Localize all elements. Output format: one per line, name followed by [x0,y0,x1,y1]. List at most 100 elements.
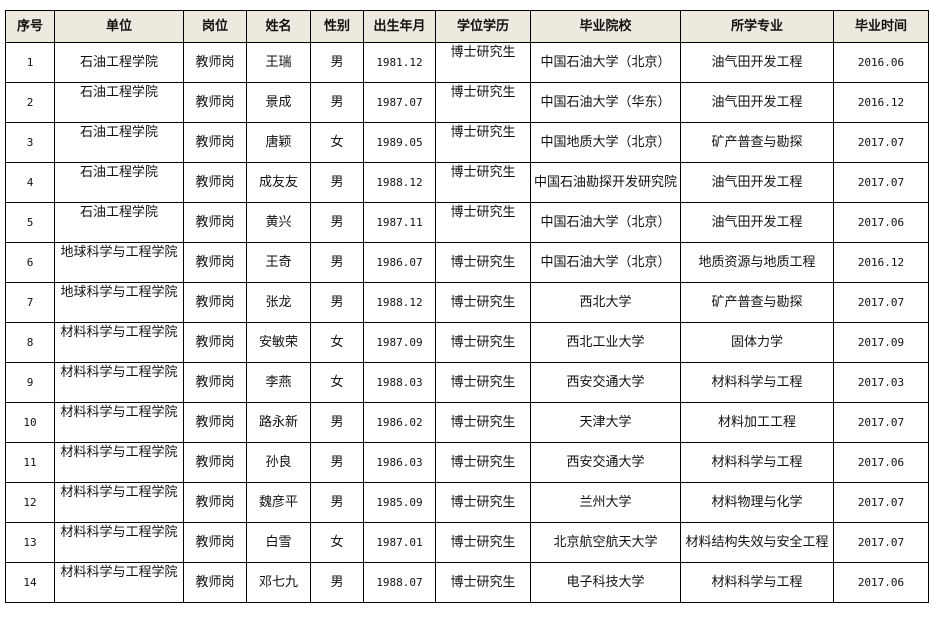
cell-name: 安敏荣 [246,322,311,363]
cell-unit: 地球科学与工程学院 [54,282,184,323]
cell-position: 教师岗 [183,362,247,403]
table-row: 3 石油工程学院 教师岗 唐颖女 1989.05 博士研究生 中国地质大学（北京） 矿产普查与… [5,122,929,163]
table-row: 2 石油工程学院 教师岗 景成男 1987.07 博士研究生 中国石油大学（华东） 油气田开发… [5,82,929,123]
cell-degree: 博士研究生 [435,402,531,443]
table-row: 14 材料科学与工程学院 教师岗 邓七九男 1988.07 博士研究生 电子科技大学 材料科学… [5,562,929,603]
cell-school: 中国地质大学（北京） [530,122,681,163]
cell-gender: 女 [310,122,364,163]
cell-major: 矿产普查与勘探 [680,282,834,323]
header-major: 所学专业 [680,10,834,43]
cell-major: 矿产普查与勘探 [680,122,834,163]
cell-major: 材料科学与工程 [680,362,834,403]
cell-unit: 石油工程学院 [54,202,184,243]
cell-major: 材料科学与工程 [680,442,834,483]
cell-index: 5 [5,202,55,243]
cell-major: 材料结构失效与安全工程 [680,522,834,563]
cell-index: 4 [5,162,55,203]
table-row: 7 地球科学与工程学院 教师岗 张龙男 1988.12 博士研究生 西北大学 矿产普查与勘探 2… [5,282,929,323]
cell-grad-date: 2016.12 [833,242,929,283]
cell-gender: 男 [310,82,364,123]
cell-grad-date: 2016.12 [833,82,929,123]
table-row: 11 材料科学与工程学院 教师岗 孙良男 1986.03 博士研究生 西安交通大学 材料科学与… [5,442,929,483]
cell-grad-date: 2016.06 [833,42,929,83]
cell-degree: 博士研究生 [435,282,531,323]
cell-grad-date: 2017.07 [833,402,929,443]
header-degree: 学位学历 [435,10,531,43]
cell-name: 唐颖 [246,122,311,163]
cell-position: 教师岗 [183,82,247,123]
cell-unit: 材料科学与工程学院 [54,402,184,443]
cell-index: 1 [5,42,55,83]
cell-birth: 1987.11 [363,202,436,243]
cell-position: 教师岗 [183,522,247,563]
cell-school: 西安交通大学 [530,362,681,403]
table-row: 10 材料科学与工程学院 教师岗 路永新男 1986.02 博士研究生 天津大学 材料加工工程… [5,402,929,443]
cell-degree: 博士研究生 [435,442,531,483]
cell-degree: 博士研究生 [435,202,531,243]
cell-gender: 男 [310,402,364,443]
cell-gender: 男 [310,562,364,603]
cell-birth: 1981.12 [363,42,436,83]
cell-name: 张龙 [246,282,311,323]
cell-gender: 男 [310,482,364,523]
cell-major: 地质资源与地质工程 [680,242,834,283]
cell-position: 教师岗 [183,402,247,443]
cell-major: 材料科学与工程 [680,562,834,603]
header-gender: 性别 [310,10,364,43]
cell-position: 教师岗 [183,322,247,363]
cell-birth: 1986.02 [363,402,436,443]
recruitment-table: 序号 单位 岗位 姓名 性别 出生年月 学位学历 毕业院校 所学专业 毕业时间 1 石油工程学院 教师… [5,10,929,603]
cell-position: 教师岗 [183,442,247,483]
cell-school: 西安交通大学 [530,442,681,483]
table-row: 1 石油工程学院 教师岗 王瑞男 1981.12 博士研究生 中国石油大学（北京） 油气田开发… [5,42,929,83]
cell-name: 魏彦平 [246,482,311,523]
header-name: 姓名 [246,10,311,43]
table-row: 13 材料科学与工程学院 教师岗 白雪女 1987.01 博士研究生 北京航空航天大学 材料结… [5,522,929,563]
cell-index: 11 [5,442,55,483]
cell-name: 李燕 [246,362,311,403]
cell-major: 油气田开发工程 [680,162,834,203]
cell-major: 材料加工工程 [680,402,834,443]
cell-grad-date: 2017.07 [833,162,929,203]
cell-school: 中国石油大学（华东） [530,82,681,123]
cell-birth: 1989.05 [363,122,436,163]
cell-name: 白雪 [246,522,311,563]
cell-school: 中国石油大学（北京） [530,202,681,243]
cell-school: 中国石油大学（北京） [530,242,681,283]
cell-name: 邓七九 [246,562,311,603]
cell-birth: 1988.07 [363,562,436,603]
cell-school: 兰州大学 [530,482,681,523]
cell-major: 油气田开发工程 [680,82,834,123]
cell-index: 6 [5,242,55,283]
cell-name: 黄兴 [246,202,311,243]
cell-grad-date: 2017.07 [833,282,929,323]
table-row: 9 材料科学与工程学院 教师岗 李燕女 1988.03 博士研究生 西安交通大学 材料科学与工… [5,362,929,403]
header-unit: 单位 [54,10,184,43]
cell-index: 13 [5,522,55,563]
cell-index: 3 [5,122,55,163]
cell-gender: 男 [310,442,364,483]
cell-school: 西北工业大学 [530,322,681,363]
cell-grad-date: 2017.06 [833,202,929,243]
cell-grad-date: 2017.07 [833,482,929,523]
header-grad-date: 毕业时间 [833,10,929,43]
cell-gender: 男 [310,202,364,243]
table-row: 4 石油工程学院 教师岗 成友友男 1988.12 博士研究生 中国石油勘探开发研究院 油气田… [5,162,929,203]
cell-gender: 男 [310,242,364,283]
cell-birth: 1985.09 [363,482,436,523]
cell-name: 王奇 [246,242,311,283]
cell-index: 9 [5,362,55,403]
cell-position: 教师岗 [183,202,247,243]
header-row: 序号 单位 岗位 姓名 性别 出生年月 学位学历 毕业院校 所学专业 毕业时间 [5,10,929,43]
table-row: 8 材料科学与工程学院 教师岗 安敏荣女 1987.09 博士研究生 西北工业大学 固体力学 2… [5,322,929,363]
cell-major: 油气田开发工程 [680,202,834,243]
cell-index: 2 [5,82,55,123]
cell-position: 教师岗 [183,162,247,203]
header-index: 序号 [5,10,55,43]
cell-index: 8 [5,322,55,363]
cell-grad-date: 2017.07 [833,522,929,563]
cell-gender: 女 [310,522,364,563]
table-row: 6 地球科学与工程学院 教师岗 王奇男 1986.07 博士研究生 中国石油大学（北京） 地质… [5,242,929,283]
cell-degree: 博士研究生 [435,562,531,603]
cell-position: 教师岗 [183,282,247,323]
